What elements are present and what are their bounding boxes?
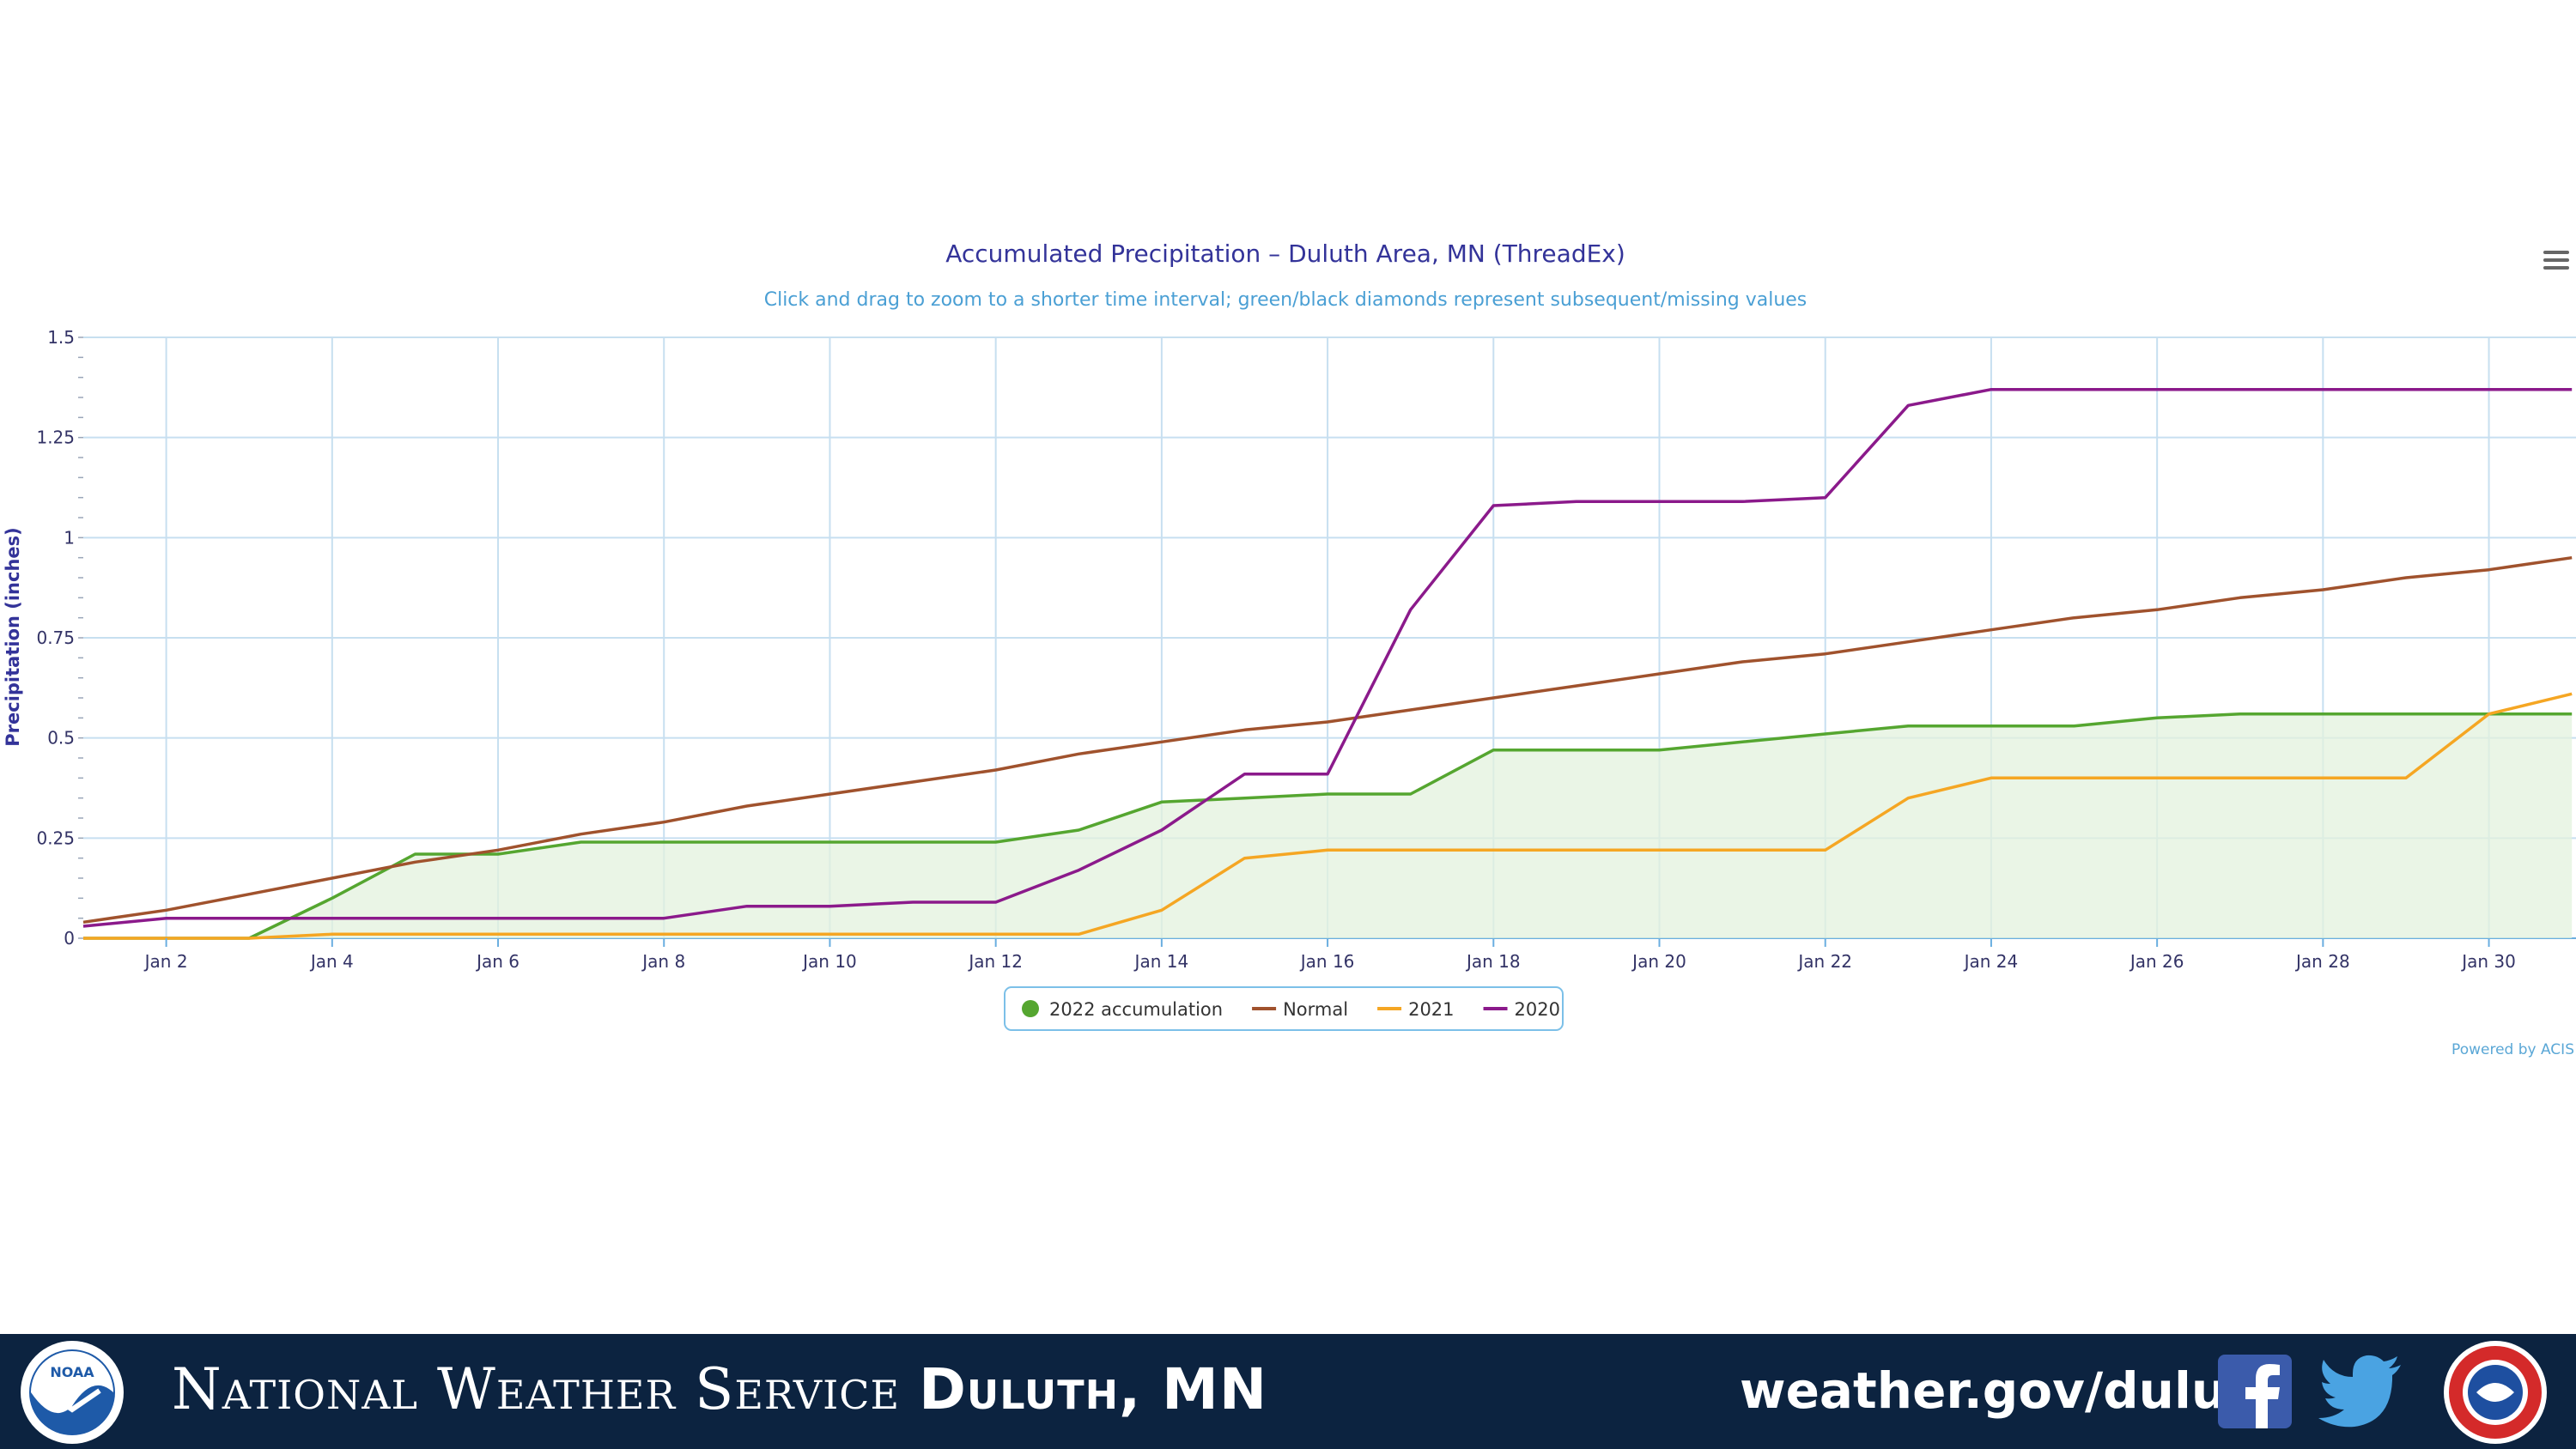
x-tick-label: Jan 18 (1465, 951, 1521, 972)
y-axis-label: Precipitation (inches) (3, 527, 23, 747)
x-tick-label: Jan 16 (1299, 951, 1355, 972)
legend-label: 2020 (1515, 999, 1560, 1020)
chart-areas (83, 713, 2573, 938)
legend-label: Normal (1283, 999, 1348, 1020)
x-tick-label: Jan 6 (475, 951, 519, 972)
acis-credit[interactable]: Powered by ACIS (2451, 1041, 2574, 1058)
x-tick-label: Jan 26 (2129, 951, 2184, 972)
nws-logo-icon (2444, 1341, 2547, 1444)
series-area-2022-accumulation (83, 713, 2573, 938)
nws-office-title: National Weather Service Duluth, MN (172, 1356, 1267, 1422)
legend-item-2020[interactable]: 2020 (1483, 999, 1560, 1020)
legend-box (1004, 986, 1564, 1031)
chart-title: Accumulated Precipitation – Duluth Area,… (945, 239, 1625, 268)
org-office: Duluth, MN (919, 1356, 1268, 1422)
x-tick-label: Jan 10 (801, 951, 857, 972)
x-tick-label: Jan 20 (1631, 951, 1686, 972)
y-tick-label: 1.25 (36, 427, 75, 448)
x-axis-ticks: Jan 2 Jan 4 Jan 6 Jan 8 Jan 10 Jan 12 Jan 14 Ja… (143, 938, 2516, 972)
legend-item-2022-accumulation[interactable]: 2022 accumulation (1022, 999, 1223, 1020)
legend-marker (1022, 1000, 1039, 1017)
hamburger-menu-icon[interactable] (2543, 251, 2569, 271)
noaa-logo-icon: NOAA (21, 1341, 124, 1444)
x-tick-label: Jan 8 (641, 951, 685, 972)
series-line-2022-accumulation[interactable] (83, 712, 2573, 940)
noaa-logo-text: NOAA (50, 1364, 94, 1380)
legend-item-2021[interactable]: 2021 (1377, 999, 1455, 1020)
y-tick-label: 1 (64, 527, 75, 548)
series-line-normal[interactable] (82, 555, 2573, 925)
website-url[interactable]: weather.gov/duluth (1740, 1361, 2287, 1420)
y-axis-ticks: 0 0.25 0.5 0.75 1 1.25 1.5 (36, 327, 75, 949)
y-tick-label: 0 (64, 928, 75, 949)
y-tick-label: 0.25 (36, 828, 75, 848)
org-prefix: National Weather Service (172, 1356, 901, 1422)
x-tick-label: Jan 4 (309, 951, 354, 972)
series-line-2020[interactable] (82, 387, 2573, 928)
facebook-icon[interactable] (2218, 1355, 2292, 1428)
legend-item-normal[interactable]: Normal (1252, 999, 1348, 1020)
y-tick-label: 0.75 (36, 627, 75, 648)
twitter-icon[interactable] (2318, 1355, 2404, 1428)
x-tick-label: Jan 24 (1963, 951, 2019, 972)
x-tick-label: Jan 2 (143, 951, 188, 972)
nws-footer: NOAA National Weather Service Duluth, MN… (0, 1334, 2576, 1449)
x-tick-label: Jan 22 (1796, 951, 1852, 972)
x-tick-label: Jan 28 (2294, 951, 2350, 972)
chart-legend[interactable]: 2022 accumulation Normal 2021 2020 (1004, 986, 1564, 1031)
x-tick-label: Jan 12 (967, 951, 1023, 972)
legend-label: 2022 accumulation (1049, 999, 1223, 1020)
x-tick-label: Jan 14 (1133, 951, 1189, 972)
y-tick-label: 0.5 (47, 728, 75, 749)
x-tick-label: Jan 30 (2460, 951, 2516, 972)
legend-label: 2021 (1408, 999, 1454, 1020)
y-tick-label: 1.5 (47, 327, 75, 348)
chart-subtitle: Click and drag to zoom to a shorter time… (764, 289, 1807, 311)
series-line-2021[interactable] (83, 692, 2573, 940)
chart-lines (82, 387, 2573, 940)
precipitation-chart: Accumulated Precipitation – Duluth Area,… (3, 239, 2576, 1058)
